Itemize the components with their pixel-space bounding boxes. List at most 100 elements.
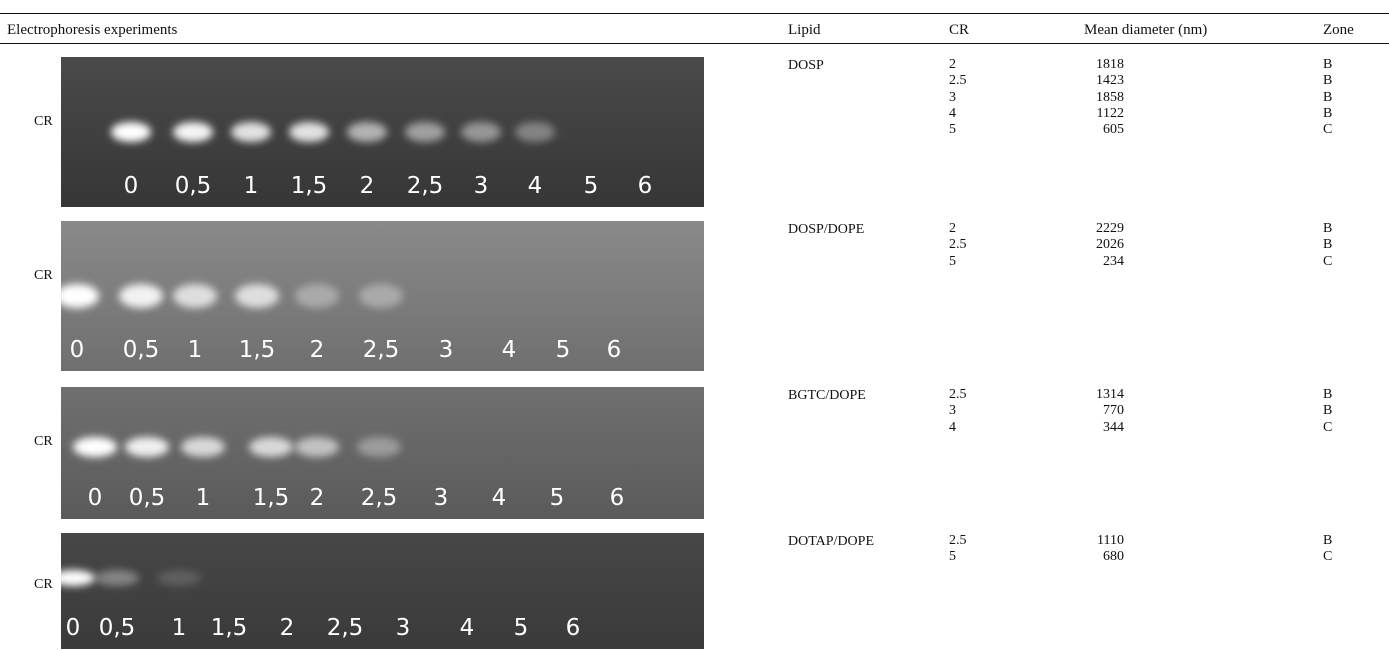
- cell-mean-diameter-column: 2229 2026 234: [1084, 221, 1124, 270]
- gel-lane-label: 1,5: [252, 485, 290, 511]
- cell-zone: C: [1323, 122, 1333, 138]
- gel-lane-label: 0,5: [98, 615, 136, 641]
- gel-band: [157, 570, 201, 586]
- gel-lane-label: 0,5: [174, 173, 212, 199]
- cell-mean-diameter: 605: [1103, 122, 1124, 138]
- cell-mean-diameter-column: 1314 770 344: [1084, 387, 1124, 436]
- cell-mean-diameter: 1818: [1096, 57, 1124, 72]
- gel-background: [61, 533, 704, 649]
- gel-lane-label: 1: [187, 337, 203, 363]
- header-experiments: Electrophoresis experiments: [7, 22, 178, 38]
- cell-mean-diameter: 770: [1103, 403, 1124, 419]
- cell-zone: C: [1323, 419, 1333, 435]
- cell-cr-column: 2 2.5 3 4 5: [949, 57, 967, 138]
- cell-cr: 2.5: [949, 387, 967, 402]
- gel-band: [61, 284, 99, 308]
- cell-cr: 3: [949, 89, 956, 105]
- gel-lane-label: 2: [309, 337, 325, 363]
- gel-electrophoresis-image: 0 0,5 1 1,5 2 2,5 3 4 5 6: [61, 533, 704, 649]
- gel-lane-label: 1: [243, 173, 259, 199]
- cell-zone: B: [1323, 533, 1333, 548]
- gel-band: [405, 122, 445, 142]
- cell-zone: B: [1323, 387, 1333, 402]
- cell-mean-diameter: 1314: [1096, 387, 1124, 402]
- gel-band: [173, 284, 217, 308]
- cell-cr-column: 2.5 3 4: [949, 387, 967, 436]
- gel-lane-label: 1,5: [238, 337, 276, 363]
- gel-band: [173, 122, 213, 142]
- cell-zone: B: [1323, 105, 1333, 121]
- gel-lane-label: 2: [359, 173, 375, 199]
- cell-cr: 2.5: [949, 73, 967, 89]
- gel-band: [111, 122, 151, 142]
- gel-lane-label: 0,5: [122, 337, 160, 363]
- cropped-caption: [0, 0, 1389, 8]
- gel-lane-label: 2,5: [360, 485, 398, 511]
- gel-cr-axis-label: CR: [34, 268, 53, 283]
- gel-lane-label: 3: [473, 173, 489, 199]
- gel-lane-label: 5: [583, 173, 599, 199]
- gel-band: [125, 437, 169, 457]
- gel-electrophoresis-image: 0 0,5 1 1,5 2 2,5 3 4 5 6: [61, 57, 704, 207]
- gel-band: [359, 284, 403, 308]
- gel-lane-label: 5: [555, 337, 571, 363]
- cell-mean-diameter: 680: [1103, 549, 1124, 565]
- gel-electrophoresis-image: 0 0,5 1 1,5 2 2,5 3 4 5 6: [61, 387, 704, 519]
- gel-cr-axis-label: CR: [34, 114, 53, 129]
- gel-cr-axis-label: CR: [34, 434, 53, 449]
- cell-mean-diameter: 2026: [1096, 237, 1124, 253]
- gel-lane-label: 2: [309, 485, 325, 511]
- gel-lane-label: 2,5: [406, 173, 444, 199]
- cell-cr: 4: [949, 105, 956, 121]
- header-mean-diameter: Mean diameter (nm): [1084, 22, 1208, 38]
- gel-lane-label: 1: [171, 615, 187, 641]
- cell-lipid: DOSP: [788, 58, 824, 73]
- gel-lane-label: 2,5: [326, 615, 364, 641]
- gel-lane-label: 5: [513, 615, 529, 641]
- gel-band: [119, 284, 163, 308]
- header-cr: CR: [949, 22, 970, 38]
- gel-electrophoresis-image: 0 0,5 1 1,5 2 2,5 3 4 5 6: [61, 221, 704, 371]
- cell-cr: 2: [949, 221, 956, 236]
- cell-cr: 5: [949, 253, 956, 269]
- cell-mean-diameter: 234: [1103, 253, 1124, 269]
- cell-lipid: DOTAP/DOPE: [788, 534, 874, 549]
- gel-band: [289, 122, 329, 142]
- gel-lane-label: 0: [123, 173, 139, 199]
- gel-lane-label: 1,5: [290, 173, 328, 199]
- gel-lane-label: 6: [609, 485, 625, 511]
- gel-cr-axis-label: CR: [34, 577, 53, 592]
- gel-band: [295, 437, 339, 457]
- cell-zone: B: [1323, 57, 1333, 72]
- gel-lane-label: 2: [279, 615, 295, 641]
- cell-cr-column: 2 2.5 5: [949, 221, 967, 270]
- gel-band: [249, 437, 293, 457]
- cell-mean-diameter: 1110: [1097, 533, 1124, 548]
- cell-lipid: BGTC/DOPE: [788, 388, 866, 403]
- gel-band: [357, 437, 401, 457]
- gel-lane-label: 3: [433, 485, 449, 511]
- gel-band: [181, 437, 225, 457]
- gel-lane-label: 0: [69, 337, 85, 363]
- table-row: CR 0 0,5 1 1,5 2 2,5 3 4 5 6 BGTC/DOPE 2.5 3 4 1314 770 3…: [0, 387, 1389, 519]
- gel-lane-label: 6: [606, 337, 622, 363]
- gel-lane-label: 3: [395, 615, 411, 641]
- table-top-rule: [0, 13, 1389, 14]
- gel-lane-label: 0,5: [128, 485, 166, 511]
- gel-lane-label: 1,5: [210, 615, 248, 641]
- cell-mean-diameter: 2229: [1096, 221, 1124, 236]
- table-header-rule: [0, 43, 1389, 44]
- gel-band: [61, 570, 95, 586]
- cell-cr: 2: [949, 57, 956, 72]
- gel-lane-label: 6: [565, 615, 581, 641]
- cell-cr-column: 2.5 5: [949, 533, 967, 566]
- cell-mean-diameter-column: 1818 1423 1858 1122 605: [1084, 57, 1124, 138]
- cell-zone: B: [1323, 237, 1333, 253]
- gel-band: [295, 284, 339, 308]
- gel-lane-label: 4: [527, 173, 543, 199]
- cell-mean-diameter-column: 1110 680: [1084, 533, 1124, 566]
- gel-lane-label: 4: [501, 337, 517, 363]
